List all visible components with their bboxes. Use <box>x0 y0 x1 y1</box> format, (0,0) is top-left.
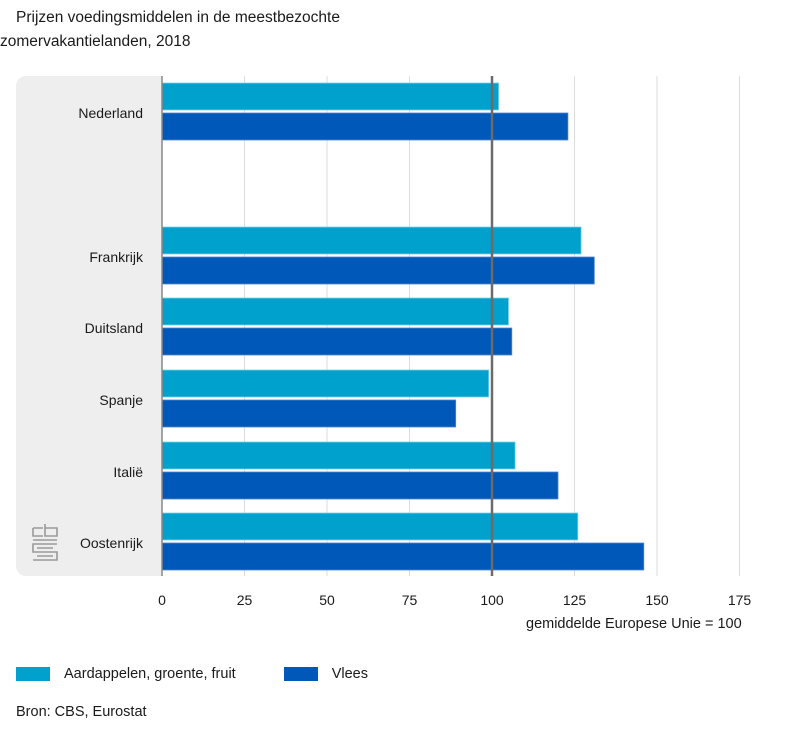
category-label-oostenrijk: Oostenrijk <box>80 535 144 551</box>
x-tick-label-0: 0 <box>158 592 166 608</box>
bar-nederland-aardappelen <box>161 82 500 111</box>
legend-item-aardappelen: Aardappelen, groente, fruit <box>16 666 236 682</box>
category-label-itali: Italië <box>113 464 143 480</box>
x-tick-label-100: 100 <box>480 592 504 608</box>
category-labels: Nederland Frankrijk Duitsland Spanje Italië O… <box>78 105 144 551</box>
x-tick-label-25: 25 <box>237 592 253 608</box>
legend-swatch-vlees <box>283 667 318 681</box>
bar-itali-aardappelen <box>161 441 516 470</box>
x-tick-label-175: 175 <box>728 592 752 608</box>
legend-item-vlees: Vlees <box>283 666 368 682</box>
bars <box>161 82 645 571</box>
bar-spanje-vlees <box>161 399 457 428</box>
chart-title-line-1: Prijzen voedingsmiddelen in de meestbezo… <box>16 9 340 26</box>
legend: Aardappelen, groente, fruit Vlees <box>16 666 416 682</box>
bar-nederland-vlees <box>161 112 569 141</box>
bar-frankrijk-aardappelen <box>161 226 582 255</box>
x-tick-label-150: 150 <box>645 592 669 608</box>
chart-title-line-2: zomervakantielanden, 2018 <box>0 33 191 50</box>
category-label-duitsland: Duitsland <box>85 320 143 336</box>
cbs-logo-icon <box>32 524 58 561</box>
bar-itali-vlees <box>161 471 559 500</box>
bar-oostenrijk-aardappelen <box>161 512 579 541</box>
category-label-spanje: Spanje <box>99 392 143 408</box>
chart-title: Prijzen voedingsmiddelen in de meestbezo… <box>0 6 340 54</box>
x-tick-label-125: 125 <box>563 592 587 608</box>
category-label-nederland: Nederland <box>78 105 143 121</box>
x-tick-label-50: 50 <box>319 592 335 608</box>
legend-label-aardappelen: Aardappelen, groente, fruit <box>64 666 236 682</box>
x-tick-label-75: 75 <box>402 592 418 608</box>
bar-frankrijk-vlees <box>161 256 595 285</box>
axes <box>161 76 494 576</box>
legend-swatch-aardappelen <box>16 667 50 681</box>
category-label-panel <box>16 76 162 576</box>
bar-duitsland-vlees <box>161 327 513 356</box>
source-note: Bron: CBS, Eurostat <box>16 704 147 720</box>
x-axis-note: gemiddelde Europese Unie = 100 <box>526 616 742 632</box>
bar-oostenrijk-vlees <box>161 542 645 571</box>
bar-chart: Nederland Frankrijk Duitsland Spanje Italië O… <box>78 76 751 608</box>
x-axis-ticks: 0 25 50 75 100 125 150 175 <box>158 592 751 608</box>
category-label-frankrijk: Frankrijk <box>89 249 144 265</box>
legend-label-vlees: Vlees <box>331 666 368 682</box>
bar-spanje-aardappelen <box>161 369 490 398</box>
bar-duitsland-aardappelen <box>161 297 509 326</box>
